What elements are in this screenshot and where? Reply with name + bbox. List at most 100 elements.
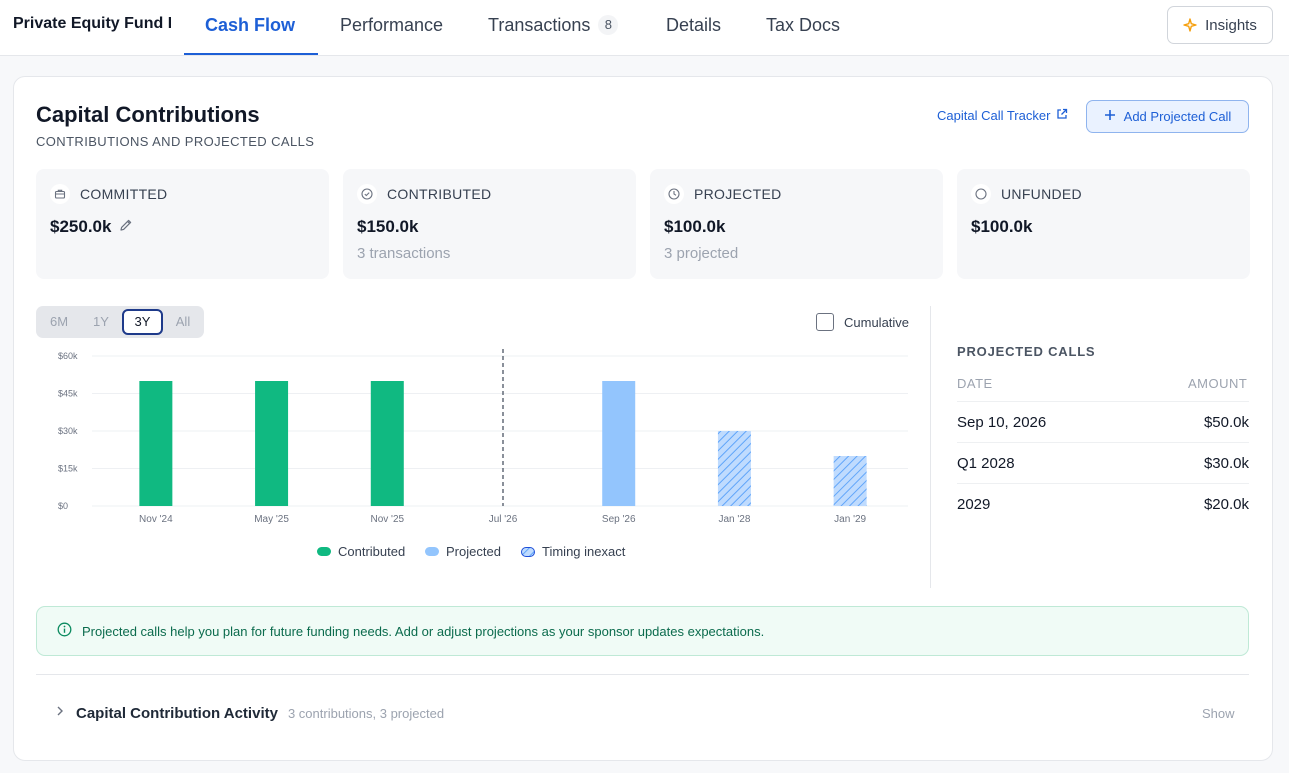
section-subtitle: CONTRIBUTIONS AND PROJECTED CALLS: [36, 134, 315, 149]
bar-contributed[interactable]: [139, 381, 173, 506]
col-header-date: DATE: [957, 376, 993, 391]
y-axis-ticks: $0 $15k $30k $45k $60k: [58, 351, 78, 511]
external-link-icon: [1056, 108, 1068, 123]
projected-call-date: 2029: [957, 496, 991, 513]
projected-calls-title: PROJECTED CALLS: [957, 344, 1096, 359]
range-1y-button[interactable]: 1Y: [93, 314, 109, 329]
top-nav-bar: Private Equity Fund I Cash Flow Performa…: [0, 0, 1289, 56]
projected-call-amount: $20.0k: [1203, 496, 1249, 513]
clock-icon: [664, 184, 684, 204]
briefcase-icon: [50, 184, 70, 204]
legend-label: Contributed: [338, 544, 406, 559]
chart-bars: [139, 381, 867, 506]
legend-label: Timing inexact: [542, 544, 626, 559]
tab-tax-docs[interactable]: Tax Docs: [766, 15, 841, 35]
add-projected-call-button[interactable]: Add Projected Call: [1086, 100, 1249, 133]
circle-icon: [971, 184, 991, 204]
stat-card-contributed: CONTRIBUTED $150.0k 3 transactions: [343, 169, 636, 279]
capital-call-tracker-link[interactable]: Capital Call Tracker: [937, 108, 1068, 123]
cumulative-checkbox[interactable]: [816, 313, 834, 331]
bar-projected[interactable]: [602, 381, 636, 506]
tab-transactions[interactable]: Transactions 8: [488, 0, 619, 55]
chart-gridlines: [92, 355, 908, 507]
table-row: Sep 10, 2026 $50.0k: [957, 401, 1249, 442]
legend-timing-inexact: Timing inexact: [521, 544, 625, 559]
col-header-amount: AMOUNT: [1188, 376, 1248, 391]
activity-summary: 3 contributions, 3 projected: [287, 705, 445, 721]
projected-call-amount: $30.0k: [1203, 455, 1249, 472]
table-row: 2029 $20.0k: [957, 483, 1249, 524]
x-tick-label: Jan '28: [718, 514, 750, 525]
activity-expander[interactable]: Capital Contribution Activity 3 contribu…: [54, 704, 444, 722]
legend-swatch: [425, 547, 439, 556]
table-row: Q1 2028 $30.0k: [957, 442, 1249, 483]
range-3y-button[interactable]: 3Y: [122, 309, 163, 335]
legend-swatch: [317, 547, 331, 556]
legend-projected: Projected: [425, 544, 501, 559]
projected-call-date: Sep 10, 2026: [957, 414, 1047, 431]
time-range-selector: 6M 1Y 3Y All: [36, 306, 204, 338]
info-banner: Projected calls help you plan for future…: [36, 606, 1249, 656]
tab-performance[interactable]: Performance: [340, 15, 444, 35]
x-tick-label: Nov '24: [139, 514, 173, 525]
check-circle-icon: [357, 184, 377, 204]
active-tab-indicator: [184, 53, 318, 55]
show-activity-button[interactable]: Show: [1202, 706, 1235, 721]
section-title: Capital Contributions: [36, 102, 260, 127]
stat-label: CONTRIBUTED: [387, 186, 492, 202]
chevron-right-icon: [54, 704, 66, 722]
activity-title: Capital Contribution Activity: [76, 704, 278, 722]
capital-contributions-card: Capital Contributions CONTRIBUTIONS AND …: [13, 76, 1273, 761]
tab-cash-flow[interactable]: Cash Flow: [205, 15, 296, 35]
y-tick-label: $30k: [58, 426, 78, 436]
legend-swatch: [521, 546, 535, 557]
add-projected-call-label: Add Projected Call: [1123, 109, 1232, 124]
bar-timing-inexact[interactable]: [833, 456, 867, 506]
info-text: Projected calls help you plan for future…: [82, 623, 765, 639]
legend-contributed: Contributed: [317, 544, 405, 559]
bar-contributed[interactable]: [255, 381, 289, 506]
transactions-count-badge: 8: [598, 15, 619, 35]
bar-contributed[interactable]: [370, 381, 404, 506]
plus-icon: [1104, 109, 1116, 124]
stat-subtext: 3 projected: [664, 245, 739, 262]
stat-subtext: 3 transactions: [357, 245, 451, 262]
bar-timing-inexact[interactable]: [717, 431, 751, 506]
tracker-link-label: Capital Call Tracker: [937, 108, 1051, 123]
x-axis-ticks: Nov '24 May '25 Nov '25 Jul '26 Sep '26 Jan '…: [139, 514, 866, 525]
stat-label: COMMITTED: [80, 186, 168, 202]
y-tick-label: $60k: [58, 351, 78, 361]
range-6m-button[interactable]: 6M: [49, 314, 69, 329]
stat-card-projected: PROJECTED $100.0k 3 projected: [650, 169, 943, 279]
x-tick-label: Jan '29: [834, 514, 866, 525]
x-tick-label: Nov '25: [370, 514, 404, 525]
stat-label: UNFUNDED: [1001, 186, 1082, 202]
stat-label: PROJECTED: [694, 186, 782, 202]
insights-label: Insights: [1205, 16, 1257, 34]
tab-transactions-label: Transactions: [488, 15, 591, 35]
info-icon: [57, 622, 72, 640]
panel-divider: [930, 306, 931, 588]
stat-value: $150.0k: [357, 217, 419, 236]
sparkle-icon: [1183, 18, 1197, 32]
y-tick-label: $15k: [58, 464, 78, 474]
stat-value: $100.0k: [664, 217, 726, 236]
y-tick-label: $45k: [58, 389, 78, 399]
cumulative-toggle[interactable]: Cumulative: [816, 313, 909, 331]
range-all-button[interactable]: All: [175, 314, 191, 329]
pencil-icon[interactable]: [119, 217, 133, 237]
legend-label: Projected: [446, 544, 501, 559]
projected-call-date: Q1 2028: [957, 455, 1015, 472]
x-tick-label: Sep '26: [602, 514, 636, 525]
section-divider: [36, 674, 1249, 675]
y-tick-label: $0: [58, 501, 68, 511]
contributions-chart: $0 $15k $30k $45k $60k Nov '24 May '25 Nov '25…: [58, 349, 908, 525]
stat-value: $100.0k: [971, 217, 1033, 236]
stat-value: $250.0k: [50, 217, 112, 236]
x-tick-label: Jul '26: [489, 514, 518, 525]
projected-call-amount: $50.0k: [1203, 414, 1249, 431]
stat-card-committed: COMMITTED $250.0k: [36, 169, 329, 279]
x-tick-label: May '25: [254, 514, 289, 525]
insights-button[interactable]: Insights: [1167, 6, 1273, 44]
tab-details[interactable]: Details: [666, 15, 722, 35]
